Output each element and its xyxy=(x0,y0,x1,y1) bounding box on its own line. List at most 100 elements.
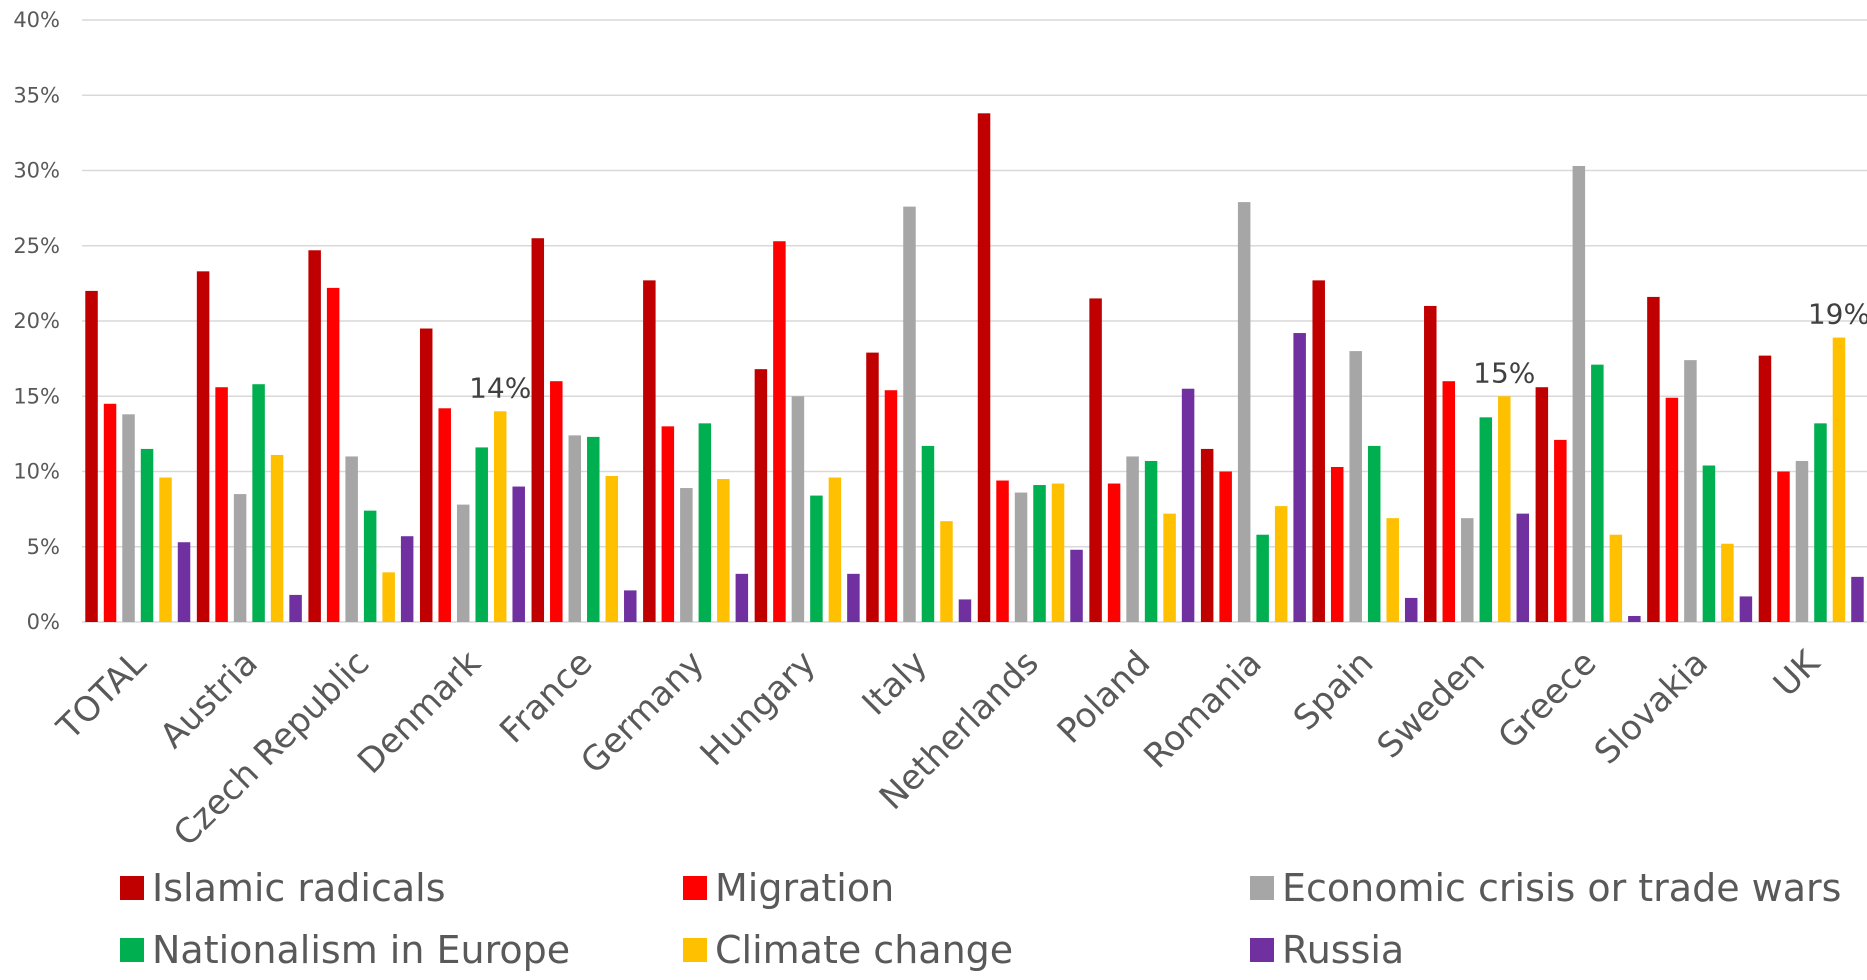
bar-islamic-radicals-total xyxy=(85,290,98,622)
x-category-label: Germany xyxy=(573,643,712,782)
bar-migration-austria xyxy=(215,387,228,622)
bar-nationalism-in-europe-uk xyxy=(1814,423,1827,622)
x-category-label: Greece xyxy=(1491,643,1605,757)
bar-islamic-radicals-romania xyxy=(1200,448,1214,622)
bar-climate-change-netherlands xyxy=(1051,483,1065,622)
bar-russia-greece xyxy=(1628,615,1641,622)
bar-islamic-radicals-spain xyxy=(1312,280,1325,622)
x-category-label: Hungary xyxy=(693,643,824,774)
x-category-label: Italy xyxy=(855,643,935,723)
legend-label: Economic crisis or trade wars xyxy=(1282,866,1842,910)
bar-migration-germany xyxy=(661,426,675,622)
legend-label: Migration xyxy=(715,866,895,910)
bar-nationalism-in-europe-romania xyxy=(1256,534,1269,622)
x-category-label: Denmark xyxy=(350,643,489,782)
bar-islamic-radicals-uk xyxy=(1758,355,1772,622)
bar-islamic-radicals-france xyxy=(531,238,545,622)
bar-nationalism-in-europe-france xyxy=(587,436,600,622)
bar-economic-crisis-or-trade-wars-sweden xyxy=(1461,518,1474,622)
y-tick-label: 30% xyxy=(13,159,60,183)
bar-economic-crisis-or-trade-wars-total xyxy=(122,414,135,622)
bar-nationalism-in-europe-spain xyxy=(1367,445,1381,622)
legend-item: Economic crisis or trade wars xyxy=(1250,866,1841,910)
gridlines xyxy=(82,19,1867,623)
bar-nationalism-in-europe-denmark xyxy=(475,447,488,622)
bar-economic-crisis-or-trade-wars-uk xyxy=(1795,460,1809,622)
x-category-label: Czech Republic xyxy=(166,643,377,854)
x-category-label: Slovakia xyxy=(1587,643,1716,772)
bar-islamic-radicals-hungary xyxy=(754,369,768,622)
legend-item: Migration xyxy=(683,866,894,910)
bar-islamic-radicals-austria xyxy=(196,271,210,622)
bar-russia-czech-republic xyxy=(400,536,414,622)
x-category-label: UK xyxy=(1766,642,1829,705)
bar-climate-change-greece xyxy=(1609,534,1623,622)
x-category-label: Austria xyxy=(152,643,265,756)
x-category-label: TOTAL xyxy=(49,643,154,748)
bar-islamic-radicals-germany xyxy=(643,280,656,622)
bar-islamic-radicals-czech-republic xyxy=(308,250,321,622)
legend-swatch xyxy=(1250,876,1274,900)
bar-economic-crisis-or-trade-wars-france xyxy=(568,435,582,622)
bar-climate-change-poland xyxy=(1163,513,1176,622)
bar-climate-change-hungary xyxy=(828,477,842,622)
bar-russia-italy xyxy=(958,599,972,622)
y-tick-label: 35% xyxy=(13,83,60,107)
bar-russia-denmark xyxy=(512,486,525,622)
legend-swatch xyxy=(1250,938,1274,962)
bar-migration-denmark xyxy=(438,408,451,622)
bar-nationalism-in-europe-poland xyxy=(1144,460,1158,622)
bar-economic-crisis-or-trade-wars-germany xyxy=(680,488,693,622)
bar-climate-change-czech-republic xyxy=(382,572,395,622)
bar-russia-slovakia xyxy=(1739,596,1753,622)
bar-climate-change-germany xyxy=(717,479,730,622)
y-tick-label: 15% xyxy=(13,384,60,408)
bar-economic-crisis-or-trade-wars-austria xyxy=(233,494,247,622)
bar-climate-change-uk xyxy=(1832,337,1846,622)
bar-climate-change-italy xyxy=(940,521,953,622)
y-tick-label: 0% xyxy=(27,610,60,634)
bar-nationalism-in-europe-germany xyxy=(698,423,712,622)
y-tick-label: 40% xyxy=(13,8,60,32)
bar-migration-italy xyxy=(884,390,898,622)
bar-economic-crisis-or-trade-wars-spain xyxy=(1349,351,1362,622)
bar-climate-change-spain xyxy=(1386,518,1399,622)
bar-migration-romania xyxy=(1219,471,1232,622)
bars xyxy=(85,113,1864,623)
legend-label: Nationalism in Europe xyxy=(152,928,571,972)
legend-item: Nationalism in Europe xyxy=(120,928,570,972)
x-category-label: Poland xyxy=(1050,643,1159,752)
legend-swatch xyxy=(683,876,707,900)
bar-migration-spain xyxy=(1330,466,1344,622)
bar-russia-netherlands xyxy=(1070,549,1083,622)
bar-climate-change-romania xyxy=(1274,506,1288,622)
bar-russia-spain xyxy=(1404,597,1418,622)
bar-islamic-radicals-italy xyxy=(866,352,879,622)
x-category-label: Spain xyxy=(1286,643,1381,738)
bar-russia-poland xyxy=(1181,388,1195,622)
bar-nationalism-in-europe-austria xyxy=(252,384,265,622)
bar-climate-change-france xyxy=(605,476,619,622)
bar-russia-total xyxy=(177,542,191,622)
y-tick-label: 20% xyxy=(13,309,60,333)
bar-russia-austria xyxy=(289,594,302,622)
bar-economic-crisis-or-trade-wars-denmark xyxy=(456,504,470,622)
bar-climate-change-sweden xyxy=(1498,396,1511,622)
bar-economic-crisis-or-trade-wars-italy xyxy=(903,206,916,622)
bar-nationalism-in-europe-slovakia xyxy=(1702,465,1716,622)
data-label-annotation: 14% xyxy=(469,371,531,404)
annotations: 14% 15% 19% xyxy=(469,298,1867,405)
legend-item: Russia xyxy=(1250,928,1404,972)
bar-economic-crisis-or-trade-wars-poland xyxy=(1126,456,1139,622)
x-category-label: France xyxy=(492,643,600,751)
bar-islamic-radicals-sweden xyxy=(1424,305,1437,622)
bar-economic-crisis-or-trade-wars-czech-republic xyxy=(345,456,358,622)
bar-climate-change-slovakia xyxy=(1721,543,1734,622)
y-tick-label: 5% xyxy=(27,535,60,559)
bar-russia-sweden xyxy=(1516,513,1530,622)
data-label-annotation: 19% xyxy=(1808,298,1867,331)
legend-item: Islamic radicals xyxy=(120,866,446,910)
bar-economic-crisis-or-trade-wars-slovakia xyxy=(1684,360,1697,622)
